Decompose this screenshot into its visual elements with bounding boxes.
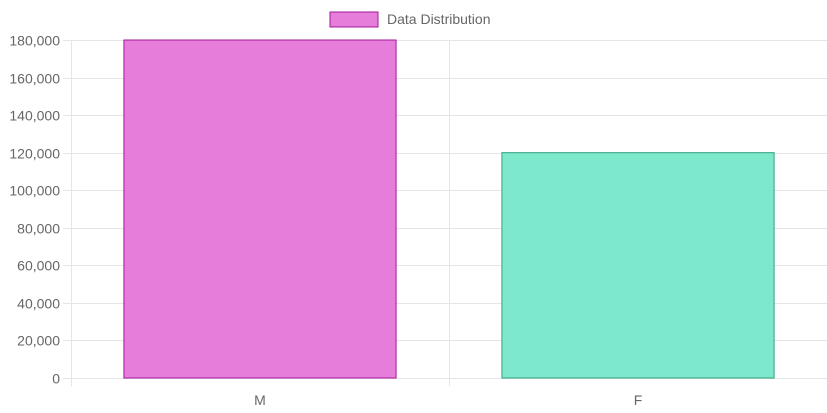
- bars: [123, 39, 775, 379]
- y-tick-label: 160,000: [9, 71, 60, 87]
- y-tick-label: 120,000: [9, 146, 60, 162]
- y-tick-label: 140,000: [9, 108, 60, 124]
- y-tick-label: 60,000: [17, 258, 60, 274]
- y-tick-label: 100,000: [9, 183, 60, 199]
- legend-swatch[interactable]: [329, 11, 379, 28]
- bar-f[interactable]: [501, 152, 775, 379]
- y-tick-label: 40,000: [17, 296, 60, 312]
- y-tick-label: 180,000: [9, 33, 60, 49]
- legend-label[interactable]: Data Distribution: [387, 11, 491, 27]
- y-tick-label: 20,000: [17, 333, 60, 349]
- x-tick-label: F: [634, 392, 643, 408]
- y-axis-ticks: 0 20,000 40,000 60,000 80,000 100,000 120,000 1…: [9, 33, 60, 387]
- y-tick-label: 0: [52, 371, 60, 387]
- bar-m[interactable]: [123, 39, 397, 379]
- y-tick-label: 80,000: [17, 221, 60, 237]
- x-tick-label: M: [254, 392, 266, 408]
- legend[interactable]: Data Distribution: [329, 11, 491, 28]
